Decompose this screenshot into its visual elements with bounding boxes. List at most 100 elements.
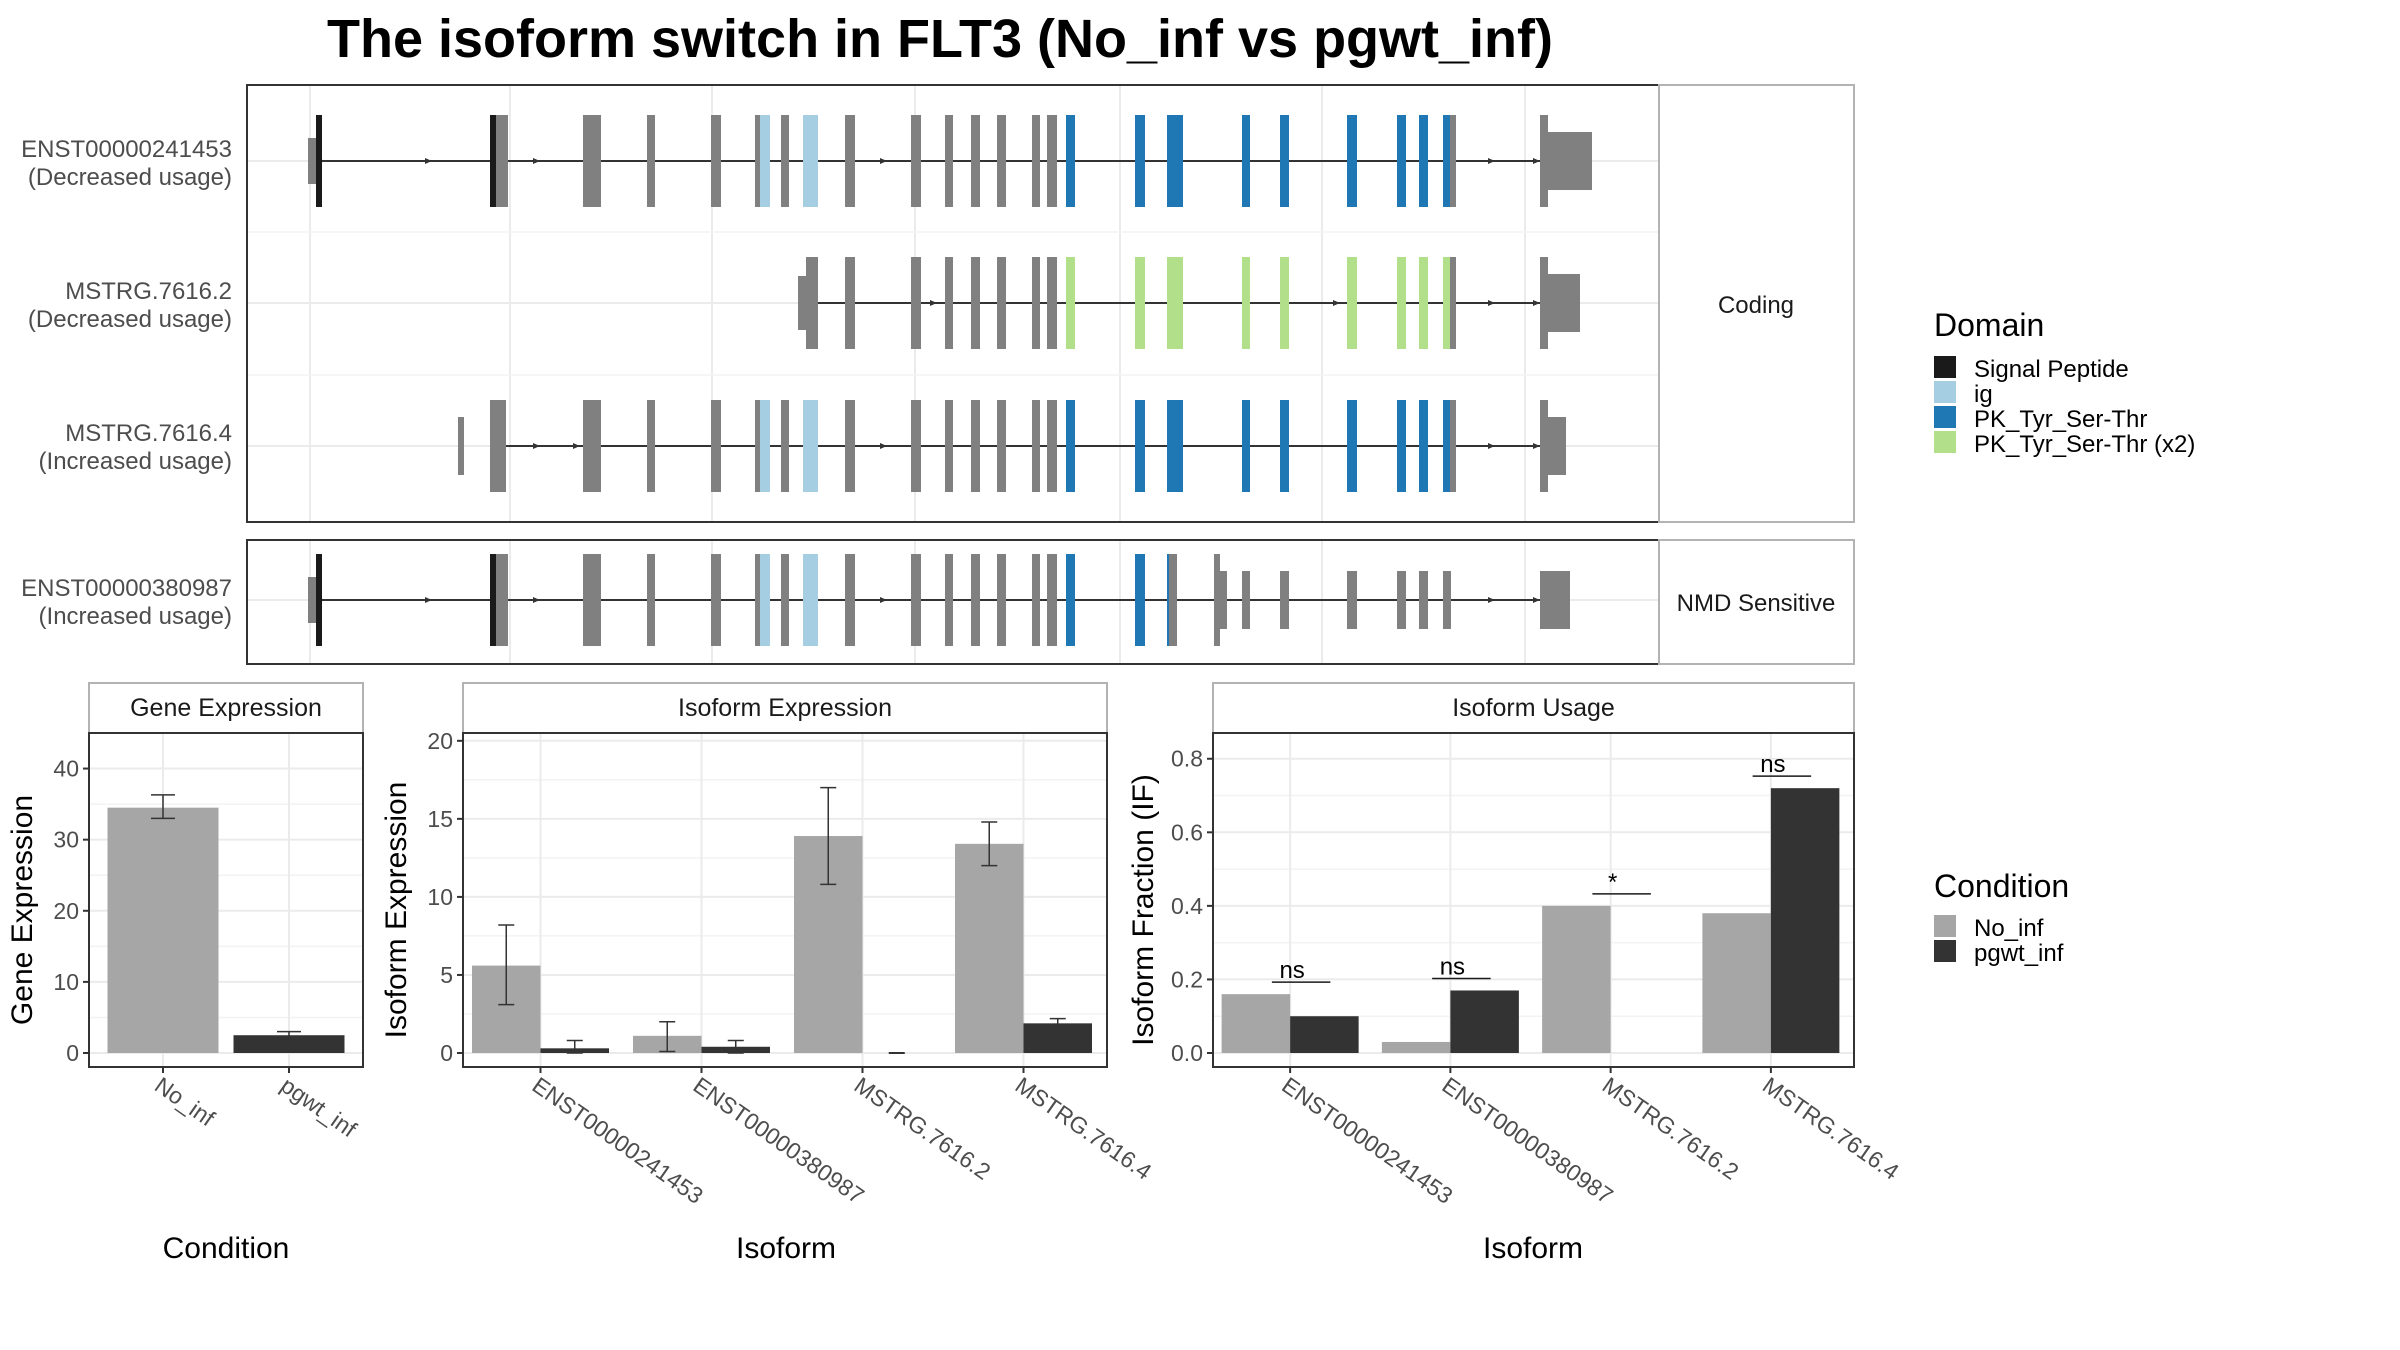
x-axis-label: Condition [163, 1232, 290, 1265]
exon-block [781, 400, 789, 492]
exon-block [1419, 400, 1428, 492]
exon-block [502, 115, 508, 207]
bar [1770, 788, 1840, 1053]
exon-block [496, 400, 506, 492]
direction-arrow [1488, 158, 1495, 164]
exon-block [1540, 400, 1548, 492]
exon-block [583, 400, 601, 492]
direction-arrow [880, 443, 887, 449]
exon-block [1135, 257, 1145, 349]
y-tick-label: 0.4 [1171, 893, 1203, 919]
significance-label: ns [1440, 953, 1465, 980]
y-tick-label: 10 [53, 969, 79, 995]
exon-block [1066, 400, 1075, 492]
x-tick-label: No_inf [150, 1072, 220, 1132]
isoform-structure-plot: Coding NMD Sensitive ENST00000241453 (De… [21, 84, 1855, 665]
isoform-row-usage: (Increased usage) [39, 448, 232, 475]
plot-border [1212, 732, 1855, 1068]
exon-block [781, 554, 789, 646]
exon-block [1047, 257, 1057, 349]
y-tick-label: 5 [440, 962, 453, 988]
x-tick-label: ENST00000241453 [1277, 1072, 1457, 1209]
isoform-tracks [308, 115, 1592, 646]
direction-arrow [1488, 443, 1495, 449]
exon-block [1397, 400, 1406, 492]
exon-block [1032, 115, 1040, 207]
exon-block [911, 400, 921, 492]
y-axis-label: Isoform Expression [380, 782, 413, 1039]
exon-block [711, 554, 721, 646]
direction-arrow [1488, 300, 1495, 306]
exon-block [1214, 554, 1220, 646]
exon-block [1419, 571, 1428, 629]
legend-key-signal-peptide [1934, 356, 1956, 378]
isoform-track [458, 400, 1566, 492]
condition-legend-title: Condition [1934, 868, 2069, 904]
chart-panel: Isoform Expression 0 5 10 15 20 ENST0000024145… [380, 682, 1157, 1265]
exon-block [1047, 400, 1057, 492]
condition-legend: Condition No_inf pgwt_inf [1934, 868, 2069, 967]
x-tick-label: ENST00000380987 [1438, 1072, 1618, 1209]
exon-block [496, 554, 504, 646]
exon-block [1443, 571, 1451, 629]
exon-block [1242, 400, 1250, 492]
y-tick-label: 0 [440, 1040, 453, 1066]
direction-arrow [533, 597, 540, 603]
bar [233, 1035, 345, 1053]
coding-strip [1658, 84, 1855, 523]
exon-block [1242, 115, 1250, 207]
isoform-row-label: ENST00000380987 [21, 575, 232, 602]
exon-block [1066, 115, 1075, 207]
exon-block [845, 554, 855, 646]
exon-block [845, 257, 855, 349]
exon-block [845, 400, 855, 492]
direction-arrow [880, 158, 887, 164]
bar [1290, 1016, 1359, 1053]
exon-block [1280, 400, 1289, 492]
nmd-strip [1658, 539, 1855, 665]
exon-block [945, 400, 953, 492]
bar [1221, 994, 1291, 1053]
exon-block [316, 115, 322, 207]
exon-block [760, 115, 770, 207]
exon-block [647, 115, 655, 207]
legend-key-pk-x2 [1934, 431, 1956, 453]
exon-block [1032, 554, 1040, 646]
exon-block [945, 554, 953, 646]
legend-label: No_inf [1974, 915, 2044, 942]
direction-arrow [425, 597, 432, 603]
direction-arrow [1533, 300, 1540, 306]
y-tick-label: 15 [427, 806, 453, 832]
y-tick-label: 20 [53, 898, 79, 924]
exon-block [945, 257, 953, 349]
chart-strip [88, 682, 364, 734]
significance-label: ns [1279, 957, 1304, 984]
exon-block [911, 554, 921, 646]
exon-block [1540, 115, 1548, 207]
legend-label: PK_Tyr_Ser-Thr (x2) [1974, 431, 2195, 458]
exon-block [1066, 554, 1075, 646]
exon-block [971, 257, 980, 349]
bar [955, 843, 1024, 1053]
exon-block [647, 400, 655, 492]
x-tick-label: MSTRG.7616.2 [850, 1072, 996, 1185]
x-axis-label: Isoform [736, 1232, 836, 1265]
isoform-row-usage: (Increased usage) [39, 603, 232, 630]
significance-label: * [1608, 869, 1617, 896]
exon-block [1397, 257, 1406, 349]
isoform-track [308, 554, 1570, 646]
exon-block [308, 138, 318, 184]
exon-block [997, 115, 1006, 207]
isoform-track [308, 115, 1592, 207]
chart-title: Isoform Usage [1452, 694, 1615, 722]
coding-strip-label: Coding [1718, 292, 1794, 319]
direction-arrow [1488, 597, 1495, 603]
chart-title: Isoform Expression [678, 694, 892, 722]
exon-block [316, 554, 322, 646]
exon-block [1347, 257, 1357, 349]
exon-block [1347, 400, 1357, 492]
bar [1702, 913, 1771, 1053]
exon-block [1167, 400, 1183, 492]
y-axis-label: Isoform Fraction (IF) [1127, 774, 1160, 1046]
plot-border [462, 732, 1108, 1068]
